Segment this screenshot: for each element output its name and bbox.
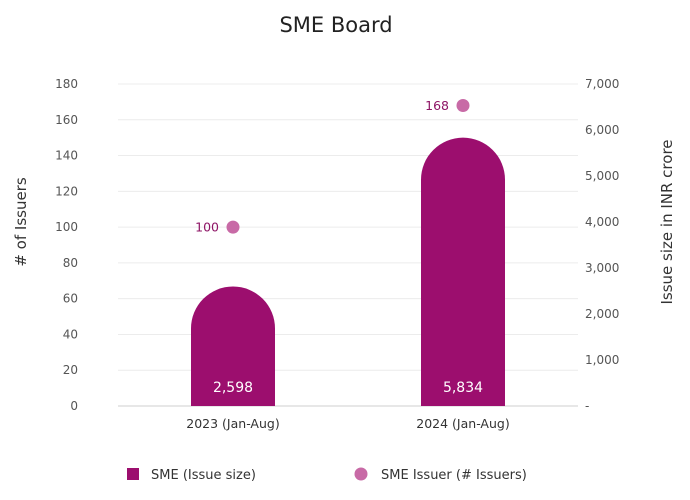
right-tick-label: 5,000 xyxy=(585,169,619,183)
left-tick-label: 60 xyxy=(63,292,78,306)
left-tick-label: 120 xyxy=(55,184,78,198)
right-tick-label: 6,000 xyxy=(585,123,619,137)
bars: 2,598 5,834 xyxy=(191,137,505,407)
chart-title: SME Board xyxy=(279,13,392,37)
bar xyxy=(421,137,505,407)
category-labels: 2023 (Jan-Aug) 2024 (Jan-Aug) xyxy=(186,416,509,431)
right-tick-label: 7,000 xyxy=(585,77,619,91)
bar-value-label: 2,598 xyxy=(213,380,253,396)
left-tick-label: 180 xyxy=(55,77,78,91)
right-axis-label: Issue size in INR crore xyxy=(658,139,676,304)
issuer-markers: 100 168 xyxy=(195,98,470,235)
right-tick-label: - xyxy=(585,399,589,413)
legend-swatch-bar xyxy=(127,468,139,480)
left-tick-label: 160 xyxy=(55,113,78,127)
legend-label-bar: SME (Issue size) xyxy=(151,468,256,483)
left-axis-label: # of Issuers xyxy=(12,177,30,267)
legend-label-dot: SME Issuer (# Issuers) xyxy=(381,468,527,483)
category-label: 2024 (Jan-Aug) xyxy=(416,416,509,431)
bar xyxy=(191,286,275,406)
left-axis-ticks: 0 20 40 60 80 100 120 140 160 180 xyxy=(55,77,78,413)
issuer-value-label: 168 xyxy=(425,98,449,113)
right-tick-label: 2,000 xyxy=(585,307,619,321)
left-tick-label: 40 xyxy=(63,327,78,341)
bar-value-label: 5,834 xyxy=(443,380,483,396)
left-tick-label: 140 xyxy=(55,149,78,163)
legend-swatch-dot xyxy=(354,467,368,481)
left-tick-label: 20 xyxy=(63,363,78,377)
legend: SME (Issue size) SME Issuer (# Issuers) xyxy=(127,467,527,483)
gridlines xyxy=(118,83,578,371)
category-label: 2023 (Jan-Aug) xyxy=(186,416,279,431)
right-tick-label: 3,000 xyxy=(585,261,619,275)
issuer-point xyxy=(226,220,240,234)
left-tick-label: 80 xyxy=(63,256,78,270)
right-axis-ticks: - 1,000 2,000 3,000 4,000 5,000 6,000 7,000 xyxy=(585,77,619,413)
left-tick-label: 100 xyxy=(55,220,78,234)
issuer-value-label: 100 xyxy=(195,220,219,235)
issuer-point xyxy=(456,98,470,112)
left-tick-label: 0 xyxy=(70,399,78,413)
right-tick-label: 4,000 xyxy=(585,215,619,229)
right-tick-label: 1,000 xyxy=(585,353,619,367)
